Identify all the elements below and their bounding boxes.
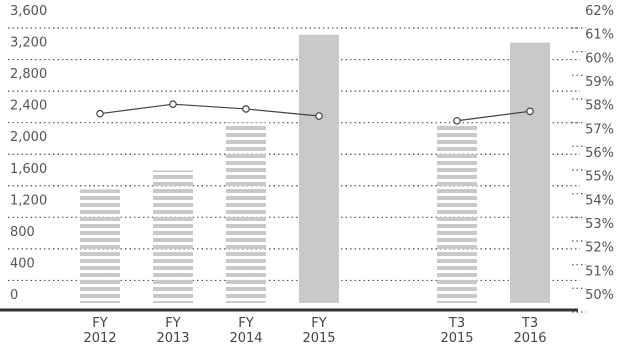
x-tick-label-line2: 2014	[229, 331, 262, 344]
x-tick-label-line2: 2016	[513, 331, 546, 344]
right-axis-tick-label: 55%	[585, 170, 614, 185]
ratio-line	[99, 103, 320, 117]
x-tick-label-line2: 2015	[440, 331, 473, 344]
x-tick-label-line2: 2015	[302, 331, 335, 344]
ratio-point	[242, 105, 250, 113]
bars	[80, 34, 550, 304]
left-axis-tick-label: 2,000	[10, 130, 47, 145]
ratio-line	[456, 110, 531, 122]
right-axis-tick-label: 61%	[585, 28, 614, 43]
right-axis-tick-label: 56%	[585, 146, 614, 161]
x-tick-label-line1: FY	[92, 316, 107, 331]
ratio-point	[315, 112, 323, 120]
ratio-point	[169, 100, 177, 109]
x-tick-label-line1: FY	[165, 316, 180, 331]
left-axis-tick-label: 1,600	[10, 162, 47, 177]
x-tick-label-line2: 2013	[156, 331, 189, 344]
bar	[510, 42, 550, 304]
bar	[437, 123, 477, 303]
right-axis-tick-label: 50%	[585, 288, 614, 303]
left-axis-tick-label: 1,200	[10, 193, 47, 208]
right-axis-tick-label: 60%	[585, 51, 614, 66]
right-y-axis: 50% 51% 52% 53% 54% 55% 56% 57% 58% 59% 60% 61% 62%	[585, 4, 614, 303]
x-tick-label-line1: T3	[521, 316, 538, 331]
left-y-axis: 0 400 800 1,200 1,600 2,000 2,400 2,800 3,200 3,6…	[10, 4, 47, 303]
x-tick-label-line1: FY	[238, 316, 253, 331]
right-axis-tick-label: 58%	[585, 99, 614, 114]
right-axis-tick-label: 54%	[585, 193, 614, 208]
ratio-point	[526, 107, 534, 116]
left-axis-tick-label: 2,400	[10, 99, 47, 114]
bar	[299, 34, 339, 304]
left-axis-tick-label: 0	[10, 288, 18, 303]
left-axis-tick-label: 2,800	[10, 67, 47, 82]
left-axis-tick-label: 3,600	[10, 4, 47, 19]
right-axis-tick-label: 62%	[585, 4, 614, 19]
right-axis-tick-label: 53%	[585, 217, 614, 232]
right-axis-tick-label: 59%	[585, 75, 614, 90]
x-tick-label-line1: T3	[448, 316, 465, 331]
right-axis-tick-label: 57%	[585, 122, 614, 137]
bar	[226, 122, 266, 303]
right-axis-tick-label: 52%	[585, 241, 614, 256]
left-axis-tick-label: 3,200	[10, 36, 47, 51]
ratio-point	[453, 116, 461, 125]
ratio-point	[96, 109, 104, 118]
bar	[153, 170, 193, 303]
x-tick-label-line1: FY	[311, 316, 326, 331]
right-axis-tick-label: 51%	[585, 264, 614, 279]
bar	[80, 189, 120, 303]
left-axis-tick-label: 800	[10, 225, 35, 240]
ratio-line-series	[96, 100, 534, 125]
x-tick-label-line2: 2012	[83, 331, 116, 344]
left-axis-tick-label: 400	[10, 256, 35, 271]
